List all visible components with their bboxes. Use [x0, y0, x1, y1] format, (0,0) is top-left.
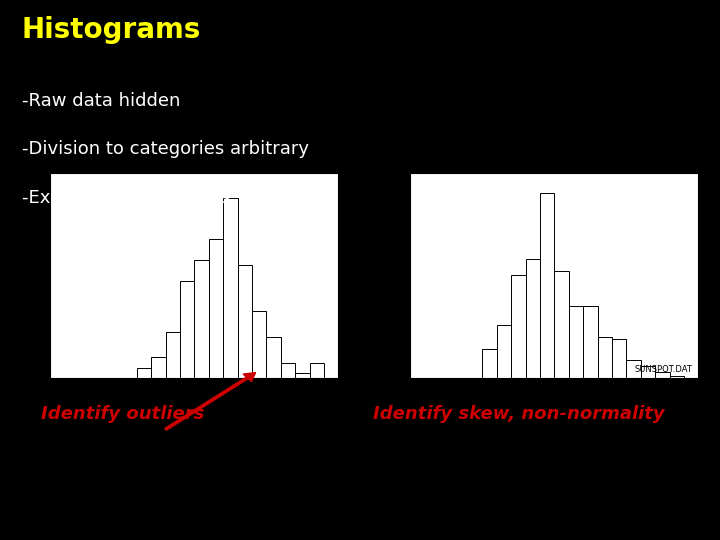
Text: Histograms: Histograms: [22, 16, 201, 44]
Bar: [655, 372, 670, 378]
Title: HISTOGRAM: HISTOGRAM: [161, 157, 228, 166]
Bar: [166, 332, 180, 378]
Y-axis label: Counts: Counts: [370, 256, 380, 295]
Text: Identify skew, non-normality: Identify skew, non-normality: [372, 405, 665, 423]
X-axis label: Y: Y: [551, 400, 558, 410]
Bar: [482, 349, 497, 378]
Bar: [180, 280, 194, 378]
Bar: [151, 357, 166, 378]
Text: -Excel, many programs: -Excel, many programs: [22, 189, 230, 207]
Bar: [526, 259, 540, 378]
Bar: [641, 366, 655, 378]
Bar: [598, 337, 612, 378]
Bar: [612, 339, 626, 378]
Text: Identify outliers: Identify outliers: [41, 405, 204, 423]
Bar: [583, 306, 598, 378]
Text: -Raw data hidden: -Raw data hidden: [22, 92, 180, 110]
Text: -Division to categories arbitrary: -Division to categories arbitrary: [22, 140, 309, 158]
Text: SUNSPOT.DAT: SUNSPOT.DAT: [635, 365, 693, 374]
Bar: [511, 275, 526, 378]
Bar: [266, 337, 281, 378]
Bar: [670, 376, 684, 378]
Bar: [137, 368, 151, 378]
Bar: [209, 240, 223, 378]
Bar: [281, 363, 295, 378]
Bar: [252, 311, 266, 378]
Bar: [554, 271, 569, 378]
Bar: [310, 363, 324, 378]
Bar: [295, 373, 310, 378]
Bar: [194, 260, 209, 378]
Bar: [540, 193, 554, 378]
Y-axis label: Counts: Counts: [16, 256, 26, 295]
Bar: [569, 306, 583, 378]
X-axis label: Y: Y: [191, 400, 198, 410]
Title: HISTOGRAM: HISTOGRAM: [521, 157, 588, 166]
Bar: [626, 360, 641, 378]
Bar: [223, 199, 238, 378]
Bar: [497, 325, 511, 378]
Bar: [238, 265, 252, 378]
